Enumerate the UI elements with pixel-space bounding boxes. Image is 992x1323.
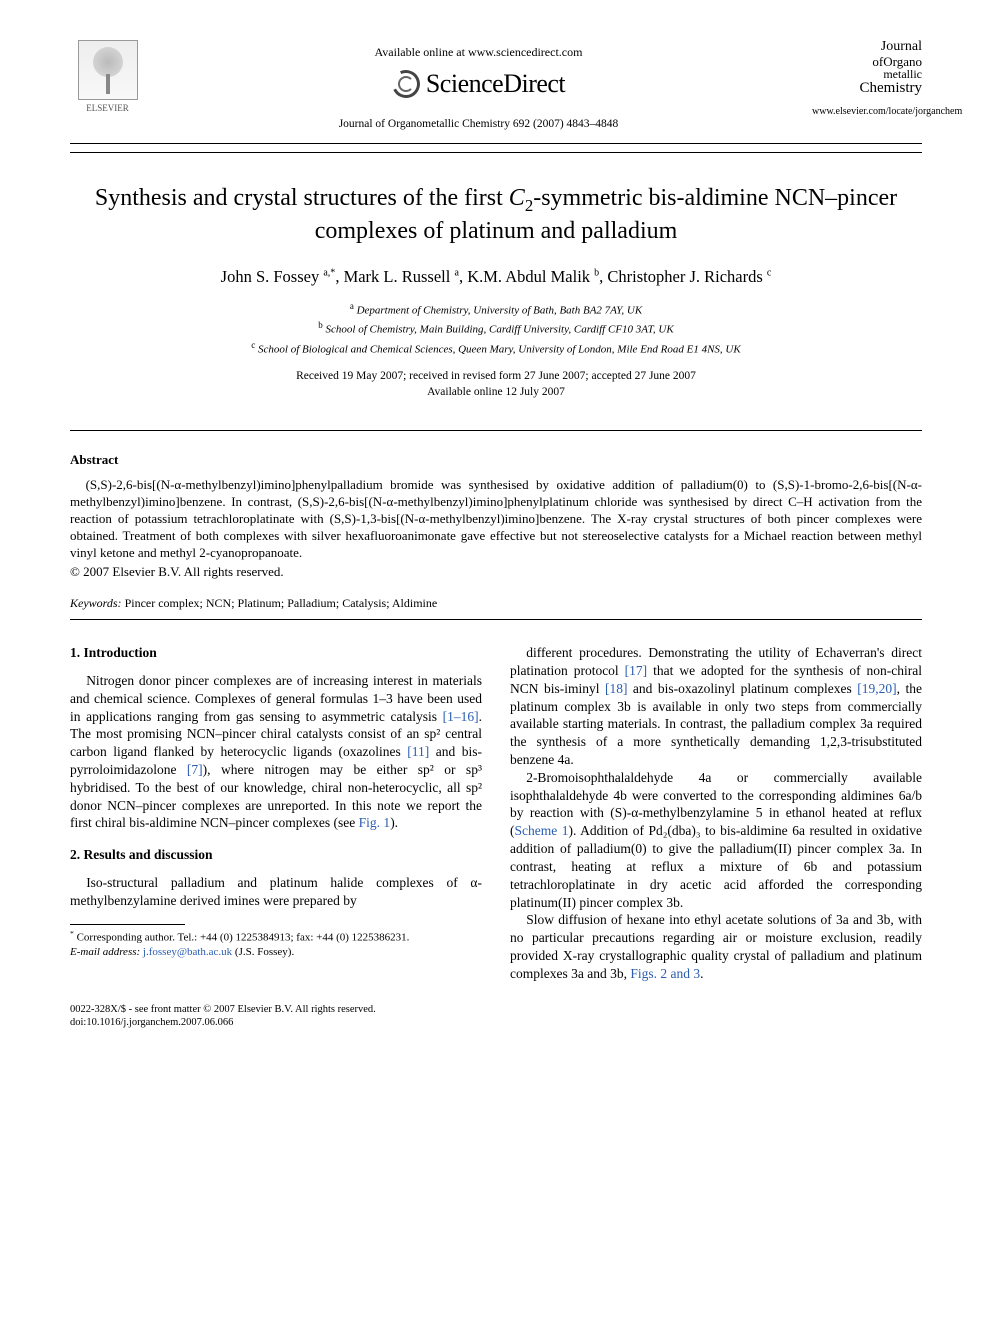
sciencedirect-text: ScienceDirect xyxy=(426,66,565,101)
citation-link[interactable]: [18] xyxy=(605,681,628,696)
corresponding-author-note: * Corresponding author. Tel.: +44 (0) 12… xyxy=(70,929,482,945)
results-text: and bis-oxazolinyl platinum complexes xyxy=(627,681,857,696)
abstract-copyright: © 2007 Elsevier B.V. All rights reserved… xyxy=(70,563,922,581)
affiliation-b: b School of Chemistry, Main Building, Ca… xyxy=(70,319,922,338)
available-online-text: Available online at www.sciencedirect.co… xyxy=(155,44,802,60)
abstract-paragraph: (S,S)-2,6-bis[(N-α-methylbenzyl)imino]ph… xyxy=(70,477,922,561)
keywords-line: Keywords: Pincer complex; NCN; Platinum;… xyxy=(70,595,922,611)
authors-line: John S. Fossey a,*, Mark L. Russell a, K… xyxy=(70,266,922,288)
results-paragraph-3: 2-Bromoisophthalaldehyde 4a or commercia… xyxy=(510,769,922,912)
affiliations: a Department of Chemistry, University of… xyxy=(70,300,922,358)
affiliation-a: a Department of Chemistry, University of… xyxy=(70,300,922,319)
pre-abstract-rule xyxy=(70,430,922,431)
corr-text: Corresponding author. Tel.: +44 (0) 1225… xyxy=(77,931,410,943)
publisher-name: ELSEVIER xyxy=(70,102,145,114)
results-text: ). Addition of Pd₂(dba)₃ to bis-aldimine… xyxy=(510,823,922,909)
elsevier-tree-icon xyxy=(78,40,138,100)
affiliation-b-text: School of Chemistry, Main Building, Card… xyxy=(326,324,674,336)
email-link[interactable]: j.fossey@bath.ac.uk xyxy=(143,946,232,958)
section-1-heading: 1. Introduction xyxy=(70,644,482,662)
results-paragraph-1: Iso-structural palladium and platinum ha… xyxy=(70,874,482,910)
footnotes: * Corresponding author. Tel.: +44 (0) 12… xyxy=(70,929,482,959)
header-rule-bottom xyxy=(70,152,922,153)
figure-link[interactable]: Fig. 1 xyxy=(359,815,391,830)
abstract-body: (S,S)-2,6-bis[(N-α-methylbenzyl)imino]ph… xyxy=(70,477,922,561)
section-2-heading: 2. Results and discussion xyxy=(70,846,482,864)
journal-cover-logo: Journal ofOrgano metallic Chemistry www.… xyxy=(812,40,922,117)
intro-paragraph: Nitrogen donor pincer complexes are of i… xyxy=(70,672,482,832)
results-paragraph-4: Slow diffusion of hexane into ethyl acet… xyxy=(510,911,922,982)
citation-link[interactable]: [11] xyxy=(407,744,429,759)
journal-url: www.elsevier.com/locate/jorganchem xyxy=(812,107,922,118)
citation-link[interactable]: [19,20] xyxy=(857,681,896,696)
email-label: E-mail address: xyxy=(70,946,140,958)
intro-text: ). xyxy=(390,815,398,830)
citation-link[interactable]: [7] xyxy=(187,762,203,777)
footer-front-matter: 0022-328X/$ - see front matter © 2007 El… xyxy=(70,1003,922,1017)
keywords-list: Pincer complex; NCN; Platinum; Palladium… xyxy=(125,596,438,610)
post-abstract-rule xyxy=(70,619,922,620)
header-rule-top xyxy=(70,143,922,144)
page-footer: 0022-328X/$ - see front matter © 2007 El… xyxy=(70,1003,922,1030)
sciencedirect-swirl-icon xyxy=(392,70,420,98)
citation-link[interactable]: [17] xyxy=(625,663,648,678)
body-two-column: 1. Introduction Nitrogen donor pincer co… xyxy=(70,644,922,982)
online-date: Available online 12 July 2007 xyxy=(70,385,922,401)
received-dates: Received 19 May 2007; received in revise… xyxy=(70,369,922,385)
footer-doi: doi:10.1016/j.jorganchem.2007.06.066 xyxy=(70,1016,922,1030)
journal-header: ELSEVIER Available online at www.science… xyxy=(70,40,922,133)
scheme-link[interactable]: Scheme 1 xyxy=(515,823,569,838)
footnote-rule xyxy=(70,924,185,925)
abstract-heading: Abstract xyxy=(70,451,922,469)
citation-link[interactable]: [1–16] xyxy=(443,709,479,724)
affiliation-c: c School of Biological and Chemical Scie… xyxy=(70,339,922,358)
title-text-pre: Synthesis and crystal structures of the … xyxy=(95,185,509,211)
keywords-label: Keywords: xyxy=(70,596,122,610)
journal-logo-line: ofOrgano xyxy=(812,55,922,69)
title-c2-italic: C xyxy=(509,185,525,211)
affiliation-c-text: School of Biological and Chemical Scienc… xyxy=(258,344,741,356)
email-line: E-mail address: j.fossey@bath.ac.uk (J.S… xyxy=(70,945,482,959)
article-title: Synthesis and crystal structures of the … xyxy=(70,183,922,248)
title-c2-sub: 2 xyxy=(525,196,533,215)
results-text: . xyxy=(700,966,703,981)
email-who: (J.S. Fossey). xyxy=(235,946,294,958)
article-dates: Received 19 May 2007; received in revise… xyxy=(70,369,922,400)
journal-logo-line: Chemistry xyxy=(812,81,922,97)
header-center: Available online at www.sciencedirect.co… xyxy=(145,40,812,133)
elsevier-logo: ELSEVIER xyxy=(70,40,145,114)
results-text: Slow diffusion of hexane into ethyl acet… xyxy=(510,912,922,980)
affiliation-a-text: Department of Chemistry, University of B… xyxy=(357,305,643,317)
journal-reference: Journal of Organometallic Chemistry 692 … xyxy=(155,117,802,133)
sciencedirect-logo: ScienceDirect xyxy=(392,66,565,101)
intro-text: Nitrogen donor pincer complexes are of i… xyxy=(70,673,482,724)
figure-link[interactable]: Figs. 2 and 3 xyxy=(630,966,700,981)
journal-logo-line: Journal xyxy=(812,40,922,55)
results-paragraph-2: different procedures. Demonstrating the … xyxy=(510,644,922,769)
